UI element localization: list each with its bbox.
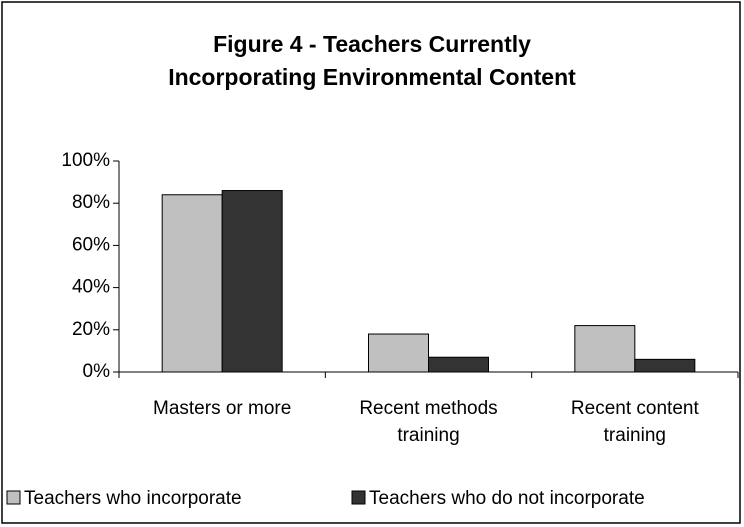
y-tick-label: 40% (72, 277, 110, 298)
y-tick-label: 0% (83, 361, 111, 382)
bar (221, 190, 283, 373)
bar (368, 333, 429, 373)
y-tick-label: 80% (72, 192, 110, 213)
legend-swatch (351, 490, 366, 505)
x-tick-label: Recent methods training (359, 398, 498, 446)
bar (428, 356, 489, 373)
x-tick-label: Recent content training (570, 398, 699, 446)
x-tick-label: Masters or more (153, 398, 292, 419)
legend-swatch (6, 490, 21, 505)
bar (634, 358, 696, 373)
chart-title: Figure 4 - Teachers Currently Incorporat… (168, 31, 576, 90)
y-tick-label: 20% (72, 319, 110, 340)
y-tick-label: 100% (61, 150, 110, 171)
legend-label: Teachers who incorporate (24, 488, 242, 509)
bar (574, 325, 636, 373)
bar (161, 194, 223, 373)
legend-label: Teachers who do not incorporate (369, 488, 645, 509)
y-tick-label: 60% (72, 234, 110, 255)
